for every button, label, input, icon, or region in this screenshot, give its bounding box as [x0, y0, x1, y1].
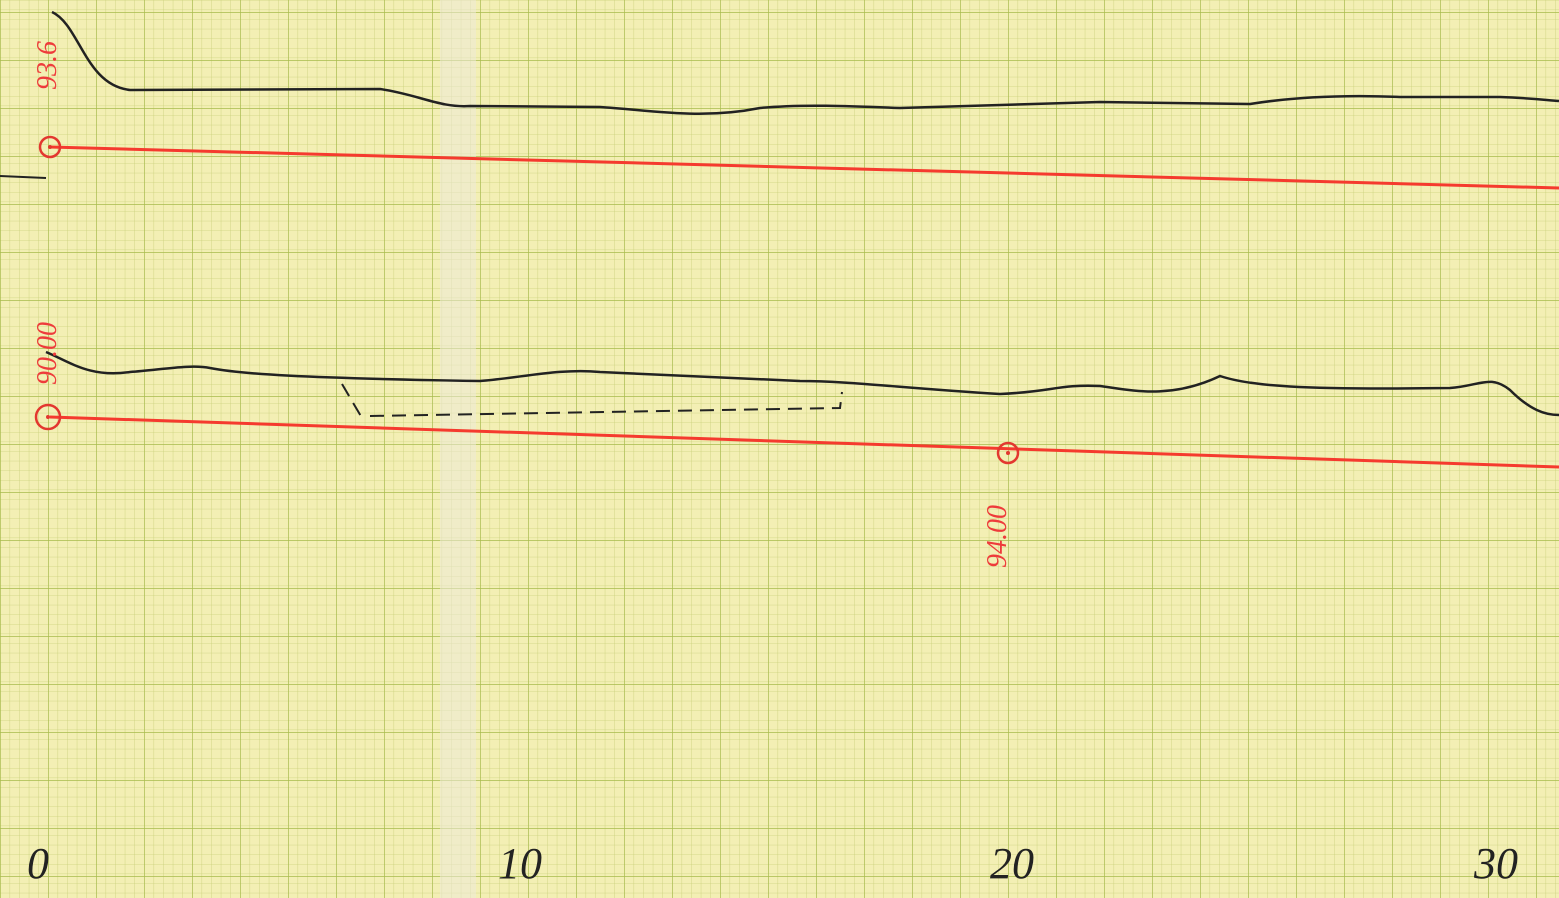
red-line-bottom [49, 415, 1559, 469]
elevation-note: 93.6 [32, 41, 63, 90]
station-marker [38, 135, 62, 159]
axis-label: 30 [1473, 839, 1518, 888]
profile-bottom [45, 350, 1559, 417]
axis-label: 0 [27, 839, 49, 888]
profile-stub [0, 175, 47, 179]
station-dot [46, 415, 50, 419]
station-dot [48, 145, 52, 149]
dashed-profile [341, 383, 843, 419]
station-marker [996, 441, 1020, 465]
fold [440, 0, 476, 898]
elevation-note: 94.00 [982, 505, 1013, 568]
red-line-top [49, 145, 1559, 190]
elevation-note: 90.00 [32, 322, 63, 385]
axis-label: 10 [498, 839, 542, 888]
profile-top [51, 10, 1559, 115]
axis-label: 20 [990, 839, 1034, 888]
station-dot [1006, 451, 1010, 455]
station-marker [34, 403, 62, 431]
